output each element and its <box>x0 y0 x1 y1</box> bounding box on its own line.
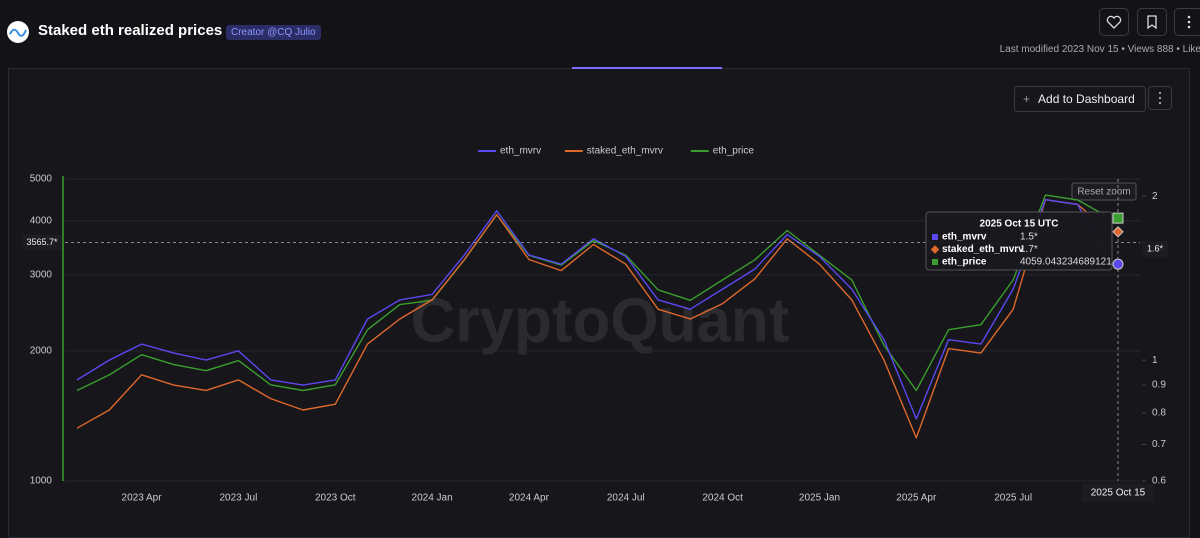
tooltip-row-value: 4059.043234689121 <box>1020 257 1112 268</box>
hover-marker <box>1112 226 1124 238</box>
logo <box>7 21 29 43</box>
chart-panel <box>8 68 1190 538</box>
legend-label: eth_price <box>713 146 755 157</box>
y2-tick-label: 0.8 <box>1152 408 1166 419</box>
page-title: Staked eth realized prices <box>38 22 223 39</box>
crosshair-y-label: 3565.7* <box>26 237 58 247</box>
more-button[interactable] <box>1174 8 1200 36</box>
tab-indicator <box>572 67 722 69</box>
meta-info: Last modified 2023 Nov 15 • Views 888 • … <box>999 44 1200 55</box>
tooltip-title: 2025 Oct 15 UTC <box>980 219 1059 230</box>
crosshair-y-label-box <box>22 234 62 251</box>
crosshair-x-label: 2025 Oct 15 <box>1091 488 1146 499</box>
series-line <box>76 199 1111 420</box>
add-to-dashboard-button[interactable]: + Add to Dashboard <box>1014 86 1146 112</box>
x-tick-label: 2023 Oct <box>315 493 356 504</box>
page: Staked eth realized prices Creator @CQ J… <box>7 8 1200 538</box>
y2-tick-label: 2 <box>1152 191 1158 202</box>
x-tick-label: 2025 Jul <box>994 493 1032 504</box>
y-tick-label: 1000 <box>30 476 53 487</box>
x-tick-label: 2023 Jul <box>220 493 258 504</box>
like-button[interactable] <box>1099 8 1129 36</box>
kebab-icon <box>1187 15 1191 29</box>
y2-tick-label: 1 <box>1152 355 1158 366</box>
bookmark-icon <box>1147 15 1157 30</box>
x-tick-label: 2023 Apr <box>122 493 163 504</box>
panel-menu-button[interactable] <box>1148 86 1172 110</box>
y2-tick-label: 0.9 <box>1152 380 1166 391</box>
y-tick-label: 4000 <box>30 216 53 227</box>
tooltip-row-name: eth_price <box>942 257 987 268</box>
crosshair-x-label-box <box>1082 484 1154 502</box>
y2-tick-label: 0.7 <box>1152 439 1166 450</box>
crosshair-y2-label-box <box>1142 240 1168 257</box>
hover-marker <box>1112 212 1124 224</box>
tooltip-box <box>925 211 1113 271</box>
tooltip-row-value: 1.5* <box>1020 232 1038 243</box>
reset-zoom-button[interactable] <box>1071 182 1137 201</box>
watermark: CryptoQuant <box>411 286 790 355</box>
hover-marker <box>1112 258 1124 270</box>
series-line <box>76 199 1111 439</box>
x-tick-label: 2025 Jan <box>799 493 840 504</box>
chart: CryptoQuant Reset zoom 1000 2000 3000 4000 5… <box>22 145 1168 504</box>
tooltip-row-name: eth_mvrv <box>942 232 987 243</box>
series-line <box>76 194 1111 392</box>
button-label: Add to Dashboard <box>1038 92 1135 106</box>
heart-icon <box>1106 15 1122 29</box>
tooltip-marker <box>932 259 938 265</box>
x-tick-label: 2024 Jul <box>607 493 645 504</box>
y-tick-label: 5000 <box>30 174 53 185</box>
plus-icon: + <box>1023 92 1031 106</box>
x-tick-label: 2024 Jan <box>412 493 453 504</box>
x-tick-label: 2025 Apr <box>896 493 937 504</box>
legend-label: eth_mvrv <box>500 146 541 157</box>
tooltip-row-value: 1.7* <box>1020 244 1038 255</box>
x-tick-label: 2024 Oct <box>702 493 743 504</box>
bookmark-button[interactable] <box>1137 8 1167 36</box>
y-tick-label: 2000 <box>30 346 53 357</box>
tooltip-marker <box>932 234 938 240</box>
legend-label: staked_eth_mvrv <box>587 146 663 157</box>
crosshair-y2-label: 1.6* <box>1147 243 1164 253</box>
x-tick-label: 2024 Apr <box>509 493 550 504</box>
y-tick-label: 3000 <box>30 269 53 280</box>
tooltip-row-name: staked_eth_mvrv <box>942 244 1024 255</box>
kebab-icon <box>1158 91 1162 105</box>
creator-badge[interactable]: Creator @CQ Julio <box>226 25 321 40</box>
tooltip: 2025 Oct 15 UTC eth_mvrv 1.5*staked_eth_mv… <box>925 211 1113 271</box>
y2-tick-label: 0.6 <box>1152 476 1166 487</box>
reset-zoom-label: Reset zoom <box>1077 187 1130 198</box>
